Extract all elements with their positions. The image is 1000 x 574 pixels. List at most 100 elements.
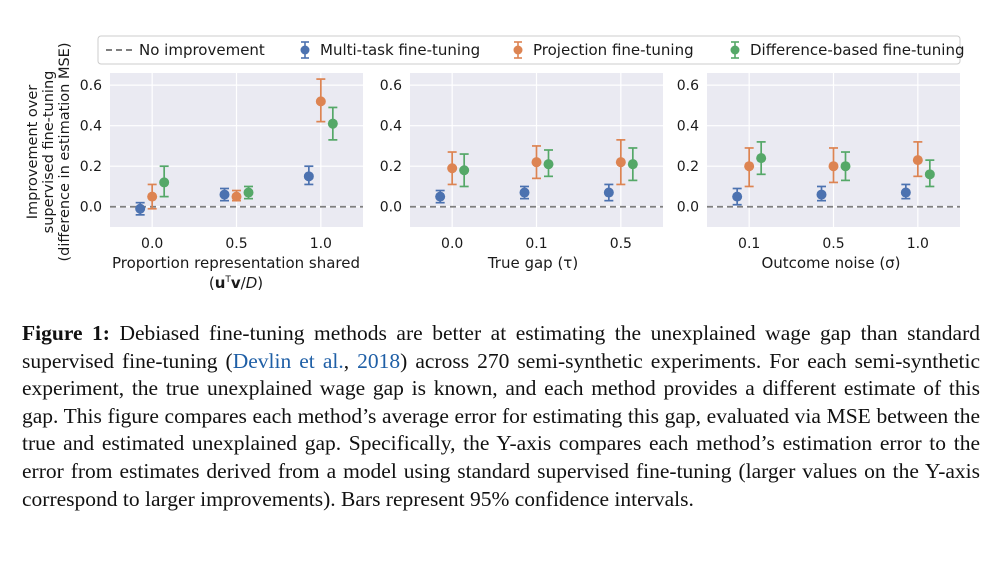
data-point — [435, 191, 446, 202]
data-point — [135, 203, 146, 214]
point-projection — [231, 189, 242, 202]
y-tick-label: 0.0 — [80, 200, 102, 216]
point-multi — [435, 189, 446, 204]
point-multi — [303, 165, 314, 186]
y-tick-label: 0.2 — [677, 159, 699, 175]
point-multi — [900, 183, 911, 200]
caption-label: Figure 1: — [22, 321, 110, 345]
x-tick-label: 0.5 — [225, 236, 247, 252]
legend-difference-swatch — [730, 41, 740, 59]
figure-caption: Figure 1: Debiased fine-tuning methods a… — [22, 320, 980, 513]
point-projection — [447, 151, 458, 186]
point-multi — [816, 185, 827, 202]
data-point — [231, 191, 242, 202]
point-projection — [828, 147, 839, 184]
point-difference — [627, 147, 638, 182]
data-point — [219, 189, 230, 200]
y-tick-label: 0.0 — [380, 200, 402, 216]
data-point — [603, 187, 614, 198]
data-point — [828, 161, 839, 172]
x-tick-label: 0.1 — [738, 236, 760, 252]
legend-difference: Difference-based fine-tuning — [750, 41, 964, 59]
legend-multi-task: Multi-task fine-tuning — [320, 41, 480, 59]
point-projection — [315, 78, 326, 123]
legend-projection-swatch — [513, 41, 523, 59]
y-tick-label: 0.6 — [80, 78, 102, 94]
y-axis-label-line-3: (difference in estimation MSE) — [57, 42, 73, 261]
y-tick-label: 0.2 — [380, 159, 402, 175]
x-axis-label-proportion: Proportion representation shared — [112, 254, 360, 272]
data-point — [615, 157, 626, 168]
panel-outcome-noise: 0.0 0.2 0.4 0.6 0.1 0.5 1.0 — [677, 73, 960, 252]
caption-text-end: ) across 270 semi-synthetic experiments.… — [22, 348, 980, 511]
data-point — [243, 187, 254, 198]
y-tick-label: 0.6 — [677, 78, 699, 94]
point-projection — [147, 183, 158, 210]
point-projection — [744, 147, 755, 188]
data-point — [519, 187, 530, 198]
data-point — [543, 159, 554, 170]
data-point — [900, 187, 911, 198]
data-point — [732, 191, 743, 202]
point-multi — [219, 187, 230, 202]
y-axis-label: Improvement over supervised fine-tuning … — [25, 42, 73, 261]
data-point — [756, 153, 767, 164]
data-point — [924, 169, 935, 180]
legend: No improvement Multi-task fine-tuning Pr… — [97, 35, 964, 65]
data-point — [531, 157, 542, 168]
data-point — [912, 155, 923, 166]
point-difference — [756, 141, 767, 176]
data-point — [159, 177, 170, 188]
point-projection — [615, 139, 626, 186]
point-difference — [840, 151, 851, 182]
y-tick-label: 0.4 — [380, 119, 402, 135]
y-tick-label: 0.6 — [380, 78, 402, 94]
point-difference — [327, 106, 338, 141]
data-point — [816, 189, 827, 200]
caption-text-start: Debiased fine-tuning methods are better … — [22, 321, 980, 373]
point-difference — [459, 153, 470, 188]
citation-separator: , — [343, 348, 358, 373]
data-point — [459, 165, 470, 176]
x-axis-label-true-gap: True gap (τ) — [487, 254, 578, 272]
point-projection — [912, 141, 923, 178]
point-projection — [531, 145, 542, 180]
data-point — [744, 161, 755, 172]
legend-no-improvement: No improvement — [139, 41, 265, 59]
citation-link-author[interactable]: Devlin et al. — [232, 348, 344, 373]
y-axis-label-line-1: Improvement over — [25, 85, 41, 220]
x-tick-label: 0.0 — [141, 236, 163, 252]
legend-multi-swatch — [300, 41, 310, 59]
point-difference — [243, 185, 254, 200]
x-tick-label: 1.0 — [907, 236, 929, 252]
x-tick-label: 0.5 — [610, 236, 632, 252]
data-point — [627, 159, 638, 170]
panel-true-gap: 0.0 0.2 0.4 0.6 0.0 0.1 0.5 — [380, 73, 663, 252]
legend-projection: Projection fine-tuning — [533, 41, 694, 59]
point-multi — [732, 187, 743, 206]
point-difference — [924, 159, 935, 188]
y-tick-label: 0.0 — [677, 200, 699, 216]
data-point — [315, 96, 326, 107]
x-tick-label: 1.0 — [310, 236, 332, 252]
y-tick-label: 0.4 — [677, 119, 699, 135]
data-point — [303, 171, 314, 182]
x-tick-label: 0.0 — [441, 236, 463, 252]
y-tick-label: 0.2 — [80, 159, 102, 175]
citation-link-year[interactable]: 2018 — [357, 348, 401, 373]
y-axis-label-line-2: supervised fine-tuning — [41, 71, 57, 234]
point-multi — [519, 185, 530, 200]
x-axis-label-outcome-noise: Outcome noise (σ) — [761, 254, 900, 272]
x-tick-label: 0.5 — [822, 236, 844, 252]
panel-proportion-shared: 0.0 0.2 0.4 0.6 0.0 0.5 1.0 — [80, 73, 363, 252]
point-difference — [159, 165, 170, 198]
y-tick-label: 0.4 — [80, 119, 102, 135]
figure-chart: No improvement Multi-task fine-tuning Pr… — [25, 35, 964, 292]
point-multi — [603, 183, 614, 202]
point-difference — [543, 149, 554, 178]
x-tick-label: 0.1 — [525, 236, 547, 252]
point-multi — [135, 201, 146, 216]
x-axis-label-proportion-formula: (uTv/D) — [209, 274, 263, 292]
data-point — [147, 191, 158, 202]
data-point — [840, 161, 851, 172]
